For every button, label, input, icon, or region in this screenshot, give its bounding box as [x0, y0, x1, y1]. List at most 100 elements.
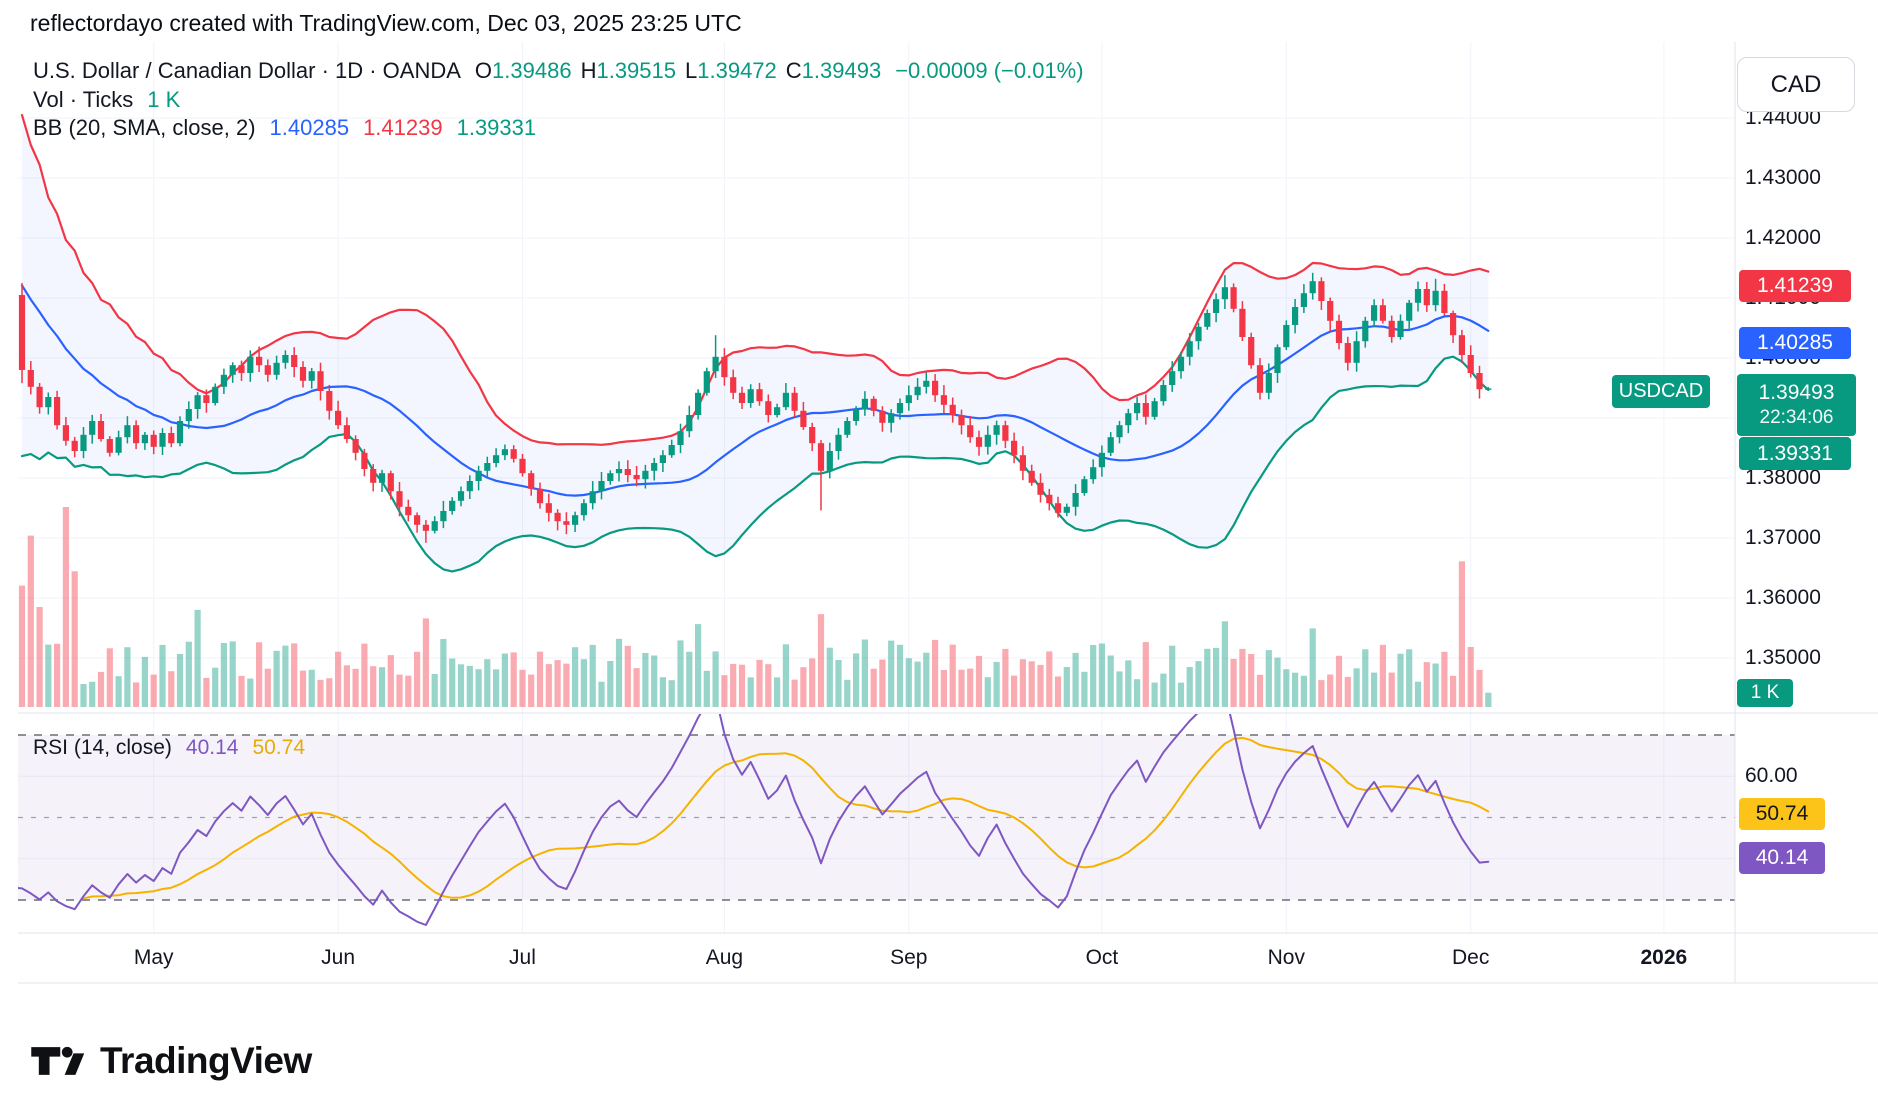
volume-bar	[1037, 664, 1044, 707]
candle-body	[1125, 413, 1132, 426]
volume-bar	[501, 653, 508, 707]
candle-body	[299, 367, 307, 381]
tradingview-logo[interactable]: TradingView	[30, 1036, 312, 1086]
volume-bar	[1063, 667, 1070, 707]
volume-bar	[1186, 667, 1193, 707]
volume-bar	[1019, 659, 1026, 707]
candle-body	[1265, 373, 1272, 393]
candle-body	[203, 395, 210, 403]
candle-body	[642, 470, 649, 480]
volume-bar	[317, 679, 324, 707]
low-key: L	[685, 58, 698, 83]
candle-body	[176, 421, 184, 444]
candle-body	[1274, 347, 1281, 373]
volume-bar	[405, 675, 412, 707]
volume-bar	[1476, 669, 1483, 707]
volume-bar	[853, 653, 860, 707]
candle-body	[835, 434, 842, 451]
rsi-ma-value: 50.74	[252, 736, 306, 759]
candle-body	[686, 415, 693, 432]
volume-bar	[36, 607, 43, 707]
volume-bar	[1432, 663, 1439, 707]
volume-bar	[45, 644, 52, 707]
bollinger-legend[interactable]: BB (20, SMA, close, 2) 1.40285 1.41239 1…	[33, 115, 536, 141]
volume-legend[interactable]: Vol · Ticks 1 K	[33, 87, 180, 113]
time-axis-label-sep: Sep	[890, 946, 928, 969]
volume-bar	[466, 665, 473, 707]
currency-toggle-button[interactable]: CAD	[1737, 57, 1855, 112]
candle-body	[141, 434, 148, 444]
volume-bar	[984, 677, 991, 707]
volume-bar	[1423, 662, 1430, 707]
candle-body	[1318, 281, 1325, 301]
close-key: C	[785, 58, 802, 83]
price-axis-tick: 1.36000	[1745, 586, 1821, 609]
candle-body	[475, 470, 482, 481]
candle-body	[844, 421, 851, 435]
candle-body	[343, 425, 350, 439]
candle-body	[1335, 320, 1343, 343]
candle-body	[1256, 365, 1264, 393]
volume-bar	[809, 658, 816, 707]
volume-bar	[624, 645, 631, 707]
volume-bar	[115, 676, 122, 707]
bollinger-label: BB (20, SMA, close, 2)	[33, 115, 256, 140]
candle-body	[809, 427, 816, 444]
rsi-legend[interactable]: RSI (14, close) 40.14 50.74	[33, 736, 305, 760]
volume-bar	[1230, 658, 1237, 707]
volume-bar	[686, 651, 693, 707]
candle-body	[1450, 313, 1457, 336]
volume-bar	[422, 618, 429, 707]
time-axis-label-jul: Jul	[509, 946, 536, 969]
volume-bar	[545, 664, 552, 707]
candle-body	[1300, 293, 1307, 307]
volume-bar	[229, 641, 236, 707]
volume-bar	[1265, 650, 1272, 707]
time-axis-label-may: May	[133, 946, 174, 969]
bollinger-lower-value: 1.39331	[456, 115, 537, 140]
candle-body	[1037, 482, 1044, 495]
volume-bar	[651, 655, 658, 707]
volume-bar	[1458, 561, 1465, 707]
volume-bar	[1450, 675, 1457, 707]
candle-body	[54, 397, 61, 426]
price-axis-tick: 1.37000	[1745, 526, 1821, 549]
candle-body	[1221, 287, 1228, 300]
candle-body	[106, 439, 113, 453]
volume-bar	[844, 679, 851, 707]
candle-body	[36, 386, 43, 408]
volume-bar	[712, 651, 719, 707]
candle-body	[387, 473, 394, 492]
candle-body	[554, 512, 561, 522]
candle-body	[1081, 479, 1088, 493]
symbol-legend[interactable]: U.S. Dollar / Canadian Dollar · 1D · OAN…	[33, 58, 1084, 84]
candle-body	[782, 392, 789, 408]
volume-bar	[949, 644, 956, 707]
volume-bar	[27, 535, 34, 707]
volume-bar	[826, 647, 833, 707]
candle-body	[115, 437, 122, 453]
bollinger-bands	[20, 113, 1490, 573]
candle-body	[396, 491, 403, 507]
candle-body	[589, 491, 596, 504]
candle-body	[1344, 343, 1351, 363]
volume-bar	[273, 650, 280, 707]
volume-bar	[1318, 680, 1325, 707]
volume-bar	[299, 670, 307, 707]
volume-bar	[536, 651, 544, 707]
volume-bar	[782, 644, 789, 707]
volume-bar	[1300, 675, 1307, 707]
candle-body	[598, 481, 605, 492]
volume-bar	[1485, 692, 1492, 707]
candle-body	[1090, 467, 1097, 480]
volume-bar	[414, 651, 421, 707]
volume-bar	[730, 663, 737, 707]
candle-body	[923, 380, 930, 387]
candle-body	[282, 355, 289, 363]
candle-body	[62, 425, 69, 441]
rsi-series	[18, 714, 1490, 926]
bollinger-lower-line	[20, 355, 1490, 573]
volume-bar	[1160, 673, 1167, 707]
close-value: 1.39493	[801, 58, 882, 83]
